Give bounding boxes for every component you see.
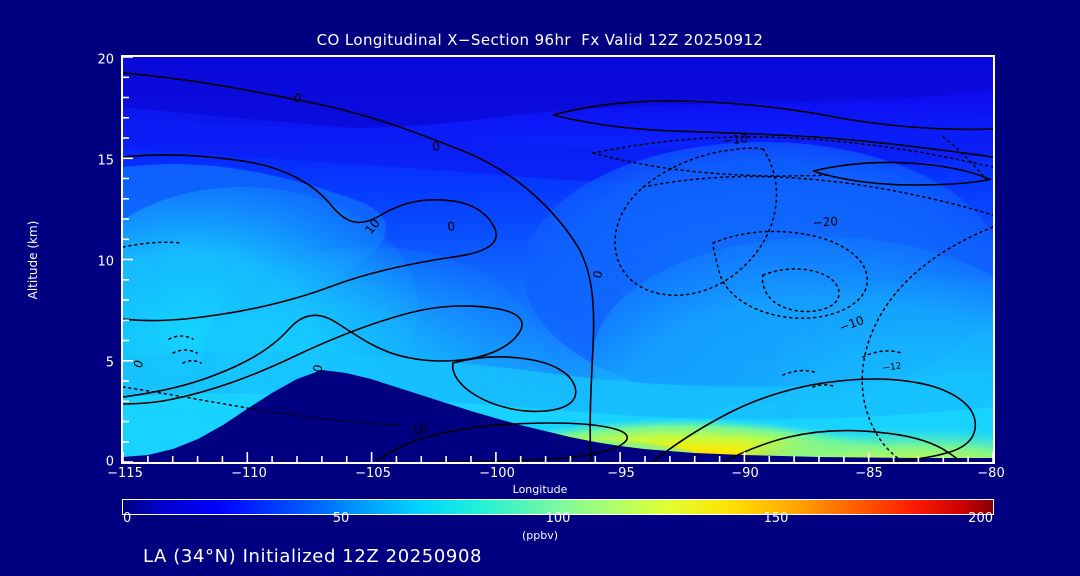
y-tick-label: 15 (97, 153, 114, 169)
colorbar-frame (122, 499, 994, 515)
x-tick-label: −85 (855, 466, 883, 481)
x-tick-label: −110 (231, 466, 267, 481)
colorbar-tick-label: 50 (332, 511, 350, 526)
svg-text:0: 0 (446, 219, 456, 234)
dashed-contours (123, 136, 993, 462)
x-tick-label: −105 (355, 466, 391, 481)
y-tick-label: 5 (105, 355, 114, 371)
x-tick-label: −115 (107, 466, 143, 481)
colorbar-gradient (123, 500, 993, 514)
colorbar-tick-label: 200 (968, 511, 993, 526)
svg-text:−12: −12 (882, 361, 902, 374)
x-tick-label: −95 (607, 466, 635, 481)
svg-text:−10: −10 (722, 131, 749, 148)
y-axis-label: Altitude (km) (26, 220, 40, 300)
solid-contours (123, 72, 993, 462)
colorbar-tick-label: 0 (123, 511, 132, 526)
plot-frame (121, 55, 995, 464)
colorbar (122, 499, 994, 515)
colorbar-unit-label: (ppbv) (521, 529, 559, 542)
terrain-mask (123, 370, 993, 462)
svg-text:0: 0 (292, 90, 303, 105)
svg-text:10: 10 (411, 421, 429, 438)
y-tick-label: 10 (97, 254, 114, 270)
svg-text:0: 0 (431, 139, 441, 154)
figure-caption: LA (34°N) Initialized 12Z 20250908 (143, 546, 483, 567)
svg-text:0: 0 (131, 358, 147, 370)
y-tick-label: 20 (97, 52, 114, 68)
svg-text:0: 0 (310, 363, 325, 373)
svg-text:0: 0 (590, 269, 605, 279)
y-tick-label: 0 (105, 454, 114, 470)
x-tick-label: −100 (479, 466, 515, 481)
plot-area: 0 0 0 0 0 0 10 10 −10 −10 −20 −12 (121, 55, 995, 464)
x-tick-label: −90 (731, 466, 759, 481)
x-axis-label: Longitude (512, 483, 568, 496)
x-tick-label: −80 (977, 466, 1005, 481)
cross-section-render: 0 0 0 0 0 0 10 10 −10 −10 −20 −12 (123, 57, 993, 462)
colorbar-tick-label: 150 (763, 511, 789, 526)
chart-title: CO Longitudinal X−Section 96hr Fx Valid … (316, 31, 764, 49)
colorbar-tick-label: 100 (545, 511, 571, 526)
svg-text:−20: −20 (812, 214, 838, 230)
